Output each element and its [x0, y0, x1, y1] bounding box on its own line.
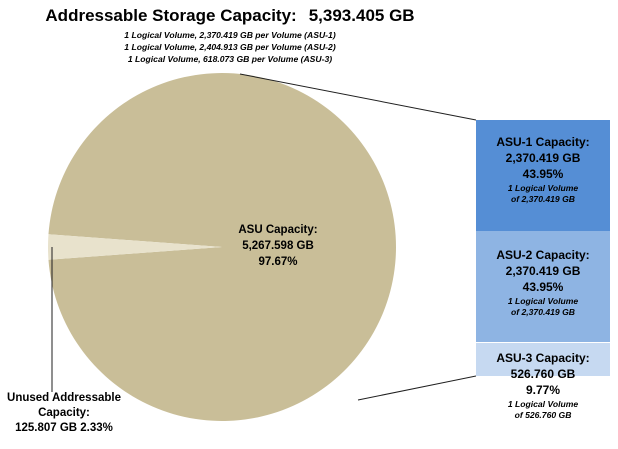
unused-capacity-heading-2: Capacity: — [38, 407, 90, 419]
subtitle-line-asu3: 1 Logical Volume, 618.073 GB per Volume … — [127, 54, 333, 64]
breakout-connector-top — [239, 73, 477, 121]
asu1-volume-note: 1 Logical Volume of 2,370.419 GB — [476, 183, 610, 205]
subtitle-line-asu1: 1 Logical Volume, 2,370.419 GB per Volum… — [124, 30, 336, 40]
asu3-label: ASU-3 Capacity: 526.760 GB 9.77% 1 Logic… — [476, 350, 610, 421]
asu-capacity-value: 5,267.598 GB — [242, 240, 314, 252]
asu1-breakdown-bar: ASU-1 Capacity: 2,370.419 GB 43.95% 1 Lo… — [476, 120, 610, 231]
asu3-heading: ASU-3 Capacity: — [496, 351, 590, 365]
unused-capacity-value: 125.807 GB 2.33% — [15, 422, 113, 434]
asu3-percent: 9.77% — [525, 383, 561, 397]
asu2-percent: 43.95% — [522, 280, 564, 294]
asu2-volume-line-2: of 2,370.419 GB — [510, 307, 575, 317]
pie-slice-asu-capacity — [48, 73, 396, 422]
chart-title-text: Addressable Storage Capacity: — [45, 6, 297, 25]
chart-title: Addressable Storage Capacity: 5,393.405 G… — [0, 6, 460, 26]
asu2-heading: ASU-2 Capacity: — [496, 248, 590, 262]
asu3-value: 526.760 GB — [510, 367, 576, 381]
chart-subtitles: 1 Logical Volume, 2,370.419 GB per Volum… — [0, 29, 460, 65]
unused-capacity-label: Unused Addressable Capacity: 125.807 GB … — [0, 391, 128, 436]
total-capacity-value: 5,393.405 GB — [308, 6, 415, 25]
breakout-connector-bottom — [357, 375, 477, 401]
asu-capacity-heading: ASU Capacity: — [238, 224, 318, 236]
asu3-volume-note: 1 Logical Volume of 526.760 GB — [476, 399, 610, 421]
asu2-value: 2,370.419 GB — [505, 264, 581, 278]
asu3-volume-line-1: 1 Logical Volume — [507, 399, 579, 409]
asu3-volume-line-2: of 526.760 GB — [514, 410, 572, 420]
pie-slice-unused-capacity — [47, 234, 222, 260]
asu1-heading: ASU-1 Capacity: — [496, 135, 590, 149]
asu-capacity-percent: 97.67% — [258, 256, 298, 268]
asu1-percent: 43.95% — [522, 167, 564, 181]
asu2-volume-note: 1 Logical Volume of 2,370.419 GB — [476, 296, 610, 318]
subtitle-line-asu2: 1 Logical Volume, 2,404.913 GB per Volum… — [124, 42, 336, 52]
asu3-breakdown-bar — [476, 343, 610, 376]
unused-capacity-heading-1: Unused Addressable — [7, 392, 121, 404]
asu1-value: 2,370.419 GB — [505, 151, 581, 165]
asu1-volume-line-2: of 2,370.419 GB — [510, 194, 575, 204]
asu1-volume-line-1: 1 Logical Volume — [507, 183, 579, 193]
asu2-breakdown-bar: ASU-2 Capacity: 2,370.419 GB 43.95% 1 Lo… — [476, 231, 610, 342]
asu-capacity-label: ASU Capacity: 5,267.598 GB 97.67% — [215, 222, 341, 270]
asu2-volume-line-1: 1 Logical Volume — [507, 296, 579, 306]
